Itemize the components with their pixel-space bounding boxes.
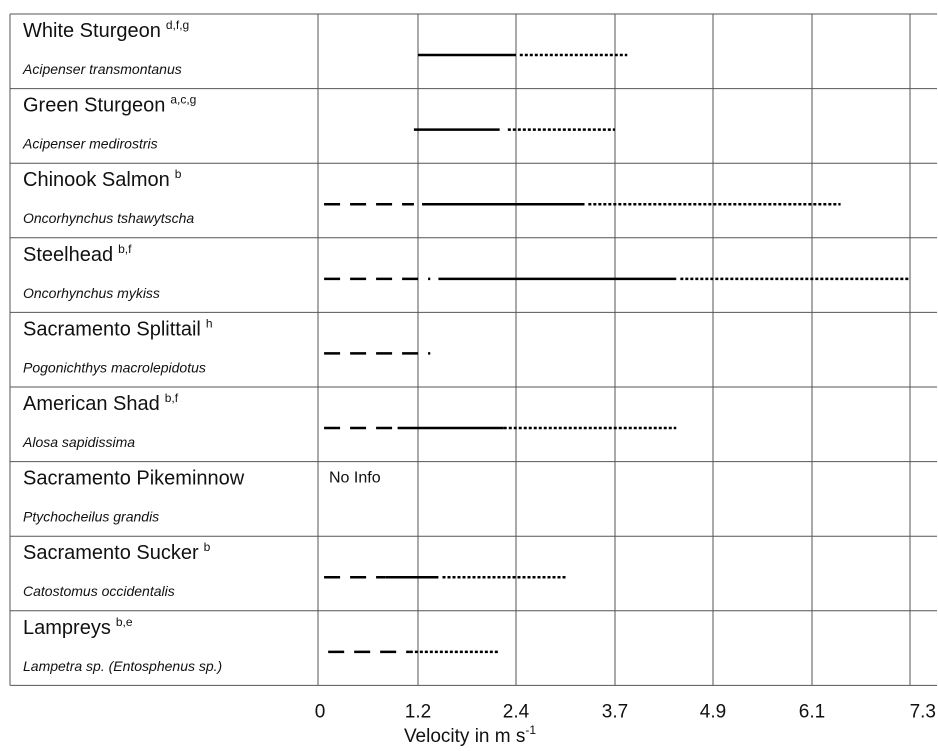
species-footnote-marker: d,f,g: [166, 18, 189, 32]
grid-lines: [9, 13, 937, 686]
species-footnote-marker: b,e: [116, 615, 133, 629]
species-common-name-text: Lampreys: [23, 617, 111, 639]
species-footnote-marker: b,f: [165, 391, 179, 405]
x-tick-label: 3.7: [602, 701, 628, 722]
x-tick-label: 4.9: [700, 701, 726, 722]
species-footnote-marker: b,f: [118, 242, 132, 256]
x-axis-ticks: 0 1.2 2.4 3.7 4.9 6.1 7.3: [315, 701, 936, 722]
species-common-name: Sacramento Sucker b: [23, 540, 211, 564]
species-common-name-text: Sacramento Sucker: [23, 542, 199, 564]
x-axis-title: Velocity in m s-1: [404, 723, 536, 747]
species-common-name-text: Sacramento Pikeminnow: [23, 468, 245, 490]
species-common-name: Chinook Salmon b: [23, 167, 182, 191]
x-tick-label: 0: [315, 701, 326, 722]
species-latin-name: Catostomus occidentalis: [23, 583, 175, 599]
species-latin-name: Oncorhynchus mykiss: [23, 285, 160, 301]
species-latin-name: Pogonichthys macrolepidotus: [23, 359, 206, 375]
species-latin-name: Acipenser transmontanus: [22, 61, 182, 77]
species-common-name-text: American Shad: [23, 393, 160, 415]
species-footnote-marker: h: [206, 316, 213, 330]
x-tick-label: 1.2: [405, 701, 431, 722]
x-axis-title-text: Velocity in m s: [404, 726, 525, 747]
species-common-name-text: Sacramento Splittail: [23, 318, 201, 340]
species-common-name: Green Sturgeon a,c,g: [23, 93, 196, 117]
species-common-name-text: White Sturgeon: [23, 20, 161, 42]
species-latin-name: Ptychocheilus grandis: [23, 509, 159, 525]
species-footnote-marker: b: [175, 167, 182, 181]
species-footnote-marker: b: [204, 540, 211, 554]
species-common-name-text: Green Sturgeon: [23, 95, 165, 117]
species-common-name: Steelhead b,f: [23, 242, 132, 266]
species-common-name: Lampreys b,e: [23, 615, 133, 639]
species-common-name: Sacramento Pikeminnow: [23, 468, 245, 490]
species-common-name: American Shad b,f: [23, 391, 179, 415]
species-footnote-marker: a,c,g: [170, 93, 196, 107]
species-latin-name: Oncorhynchus tshawytscha: [23, 210, 194, 226]
species-latin-name: Lampetra sp. (Entosphenus sp.): [23, 658, 222, 674]
x-tick-label: 7.3: [910, 701, 936, 722]
x-tick-label: 6.1: [799, 701, 825, 722]
x-axis-title-superscript: -1: [525, 723, 536, 737]
species-latin-name: Acipenser medirostris: [22, 136, 158, 152]
species-common-name: White Sturgeon d,f,g: [23, 18, 189, 42]
species-common-name: Sacramento Splittail h: [23, 316, 213, 340]
x-tick-label: 2.4: [503, 701, 530, 722]
velocity-segments: [324, 53, 910, 654]
species-latin-name: Alosa sapidissima: [22, 434, 135, 450]
no-info-note: No Info: [329, 470, 381, 487]
species-common-name-text: Chinook Salmon: [23, 169, 170, 191]
species-labels: White Sturgeon d,f,g Acipenser transmontan…: [22, 18, 381, 674]
species-common-name-text: Steelhead: [23, 244, 113, 266]
